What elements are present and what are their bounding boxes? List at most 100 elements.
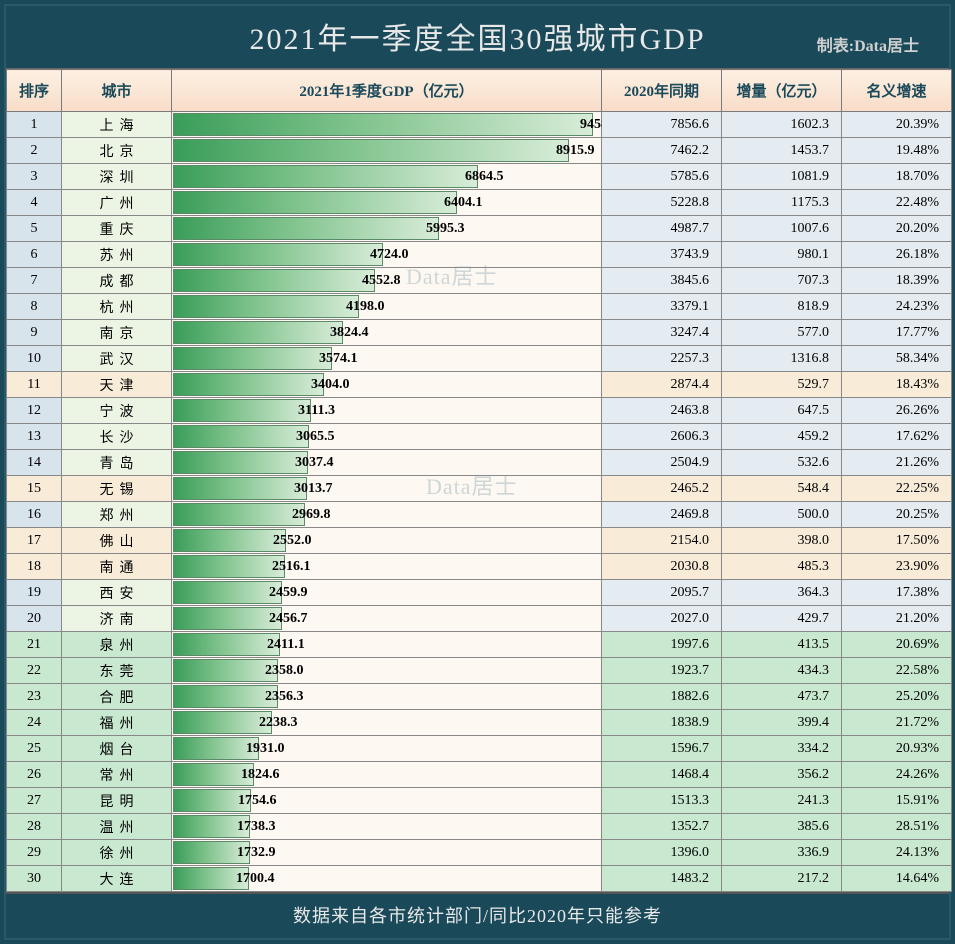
- cell-rank: 6: [7, 242, 62, 268]
- cell-rank: 14: [7, 450, 62, 476]
- cell-gdp-bar: 3574.1: [172, 346, 602, 372]
- cell-growth: 24.13%: [842, 840, 952, 866]
- header-growth: 名义增速: [842, 70, 952, 112]
- cell-city: 福州: [62, 710, 172, 736]
- table-row: 28温州1738.31352.7385.628.51%: [7, 814, 952, 840]
- gdp-bar-label: 6864.5: [459, 164, 504, 189]
- table-row: 10武汉3574.12257.31316.858.34%: [7, 346, 952, 372]
- cell-growth: 20.69%: [842, 632, 952, 658]
- cell-inc: 356.2: [722, 762, 842, 788]
- header-rank: 排序: [7, 70, 62, 112]
- gdp-bar: [173, 399, 311, 422]
- gdp-bar-label: 2552.0: [267, 528, 312, 553]
- header-prev: 2020年同期: [602, 70, 722, 112]
- cell-rank: 30: [7, 866, 62, 892]
- cell-rank: 1: [7, 112, 62, 138]
- table-row: 25烟台1931.01596.7334.220.93%: [7, 736, 952, 762]
- cell-city: 徐州: [62, 840, 172, 866]
- gdp-bar-label: 4198.0: [340, 294, 385, 319]
- cell-growth: 22.48%: [842, 190, 952, 216]
- cell-inc: 1453.7: [722, 138, 842, 164]
- gdp-bar-label: 1824.6: [235, 762, 280, 787]
- gdp-bar: [173, 165, 478, 188]
- cell-city: 杭州: [62, 294, 172, 320]
- cell-city: 常州: [62, 762, 172, 788]
- cell-inc: 818.9: [722, 294, 842, 320]
- cell-city: 上海: [62, 112, 172, 138]
- cell-inc: 364.3: [722, 580, 842, 606]
- cell-rank: 15: [7, 476, 62, 502]
- cell-city: 泉州: [62, 632, 172, 658]
- gdp-bar: [173, 217, 439, 240]
- gdp-bar: [173, 321, 343, 344]
- table-body: 1上海9458.97856.61602.320.39%2北京8915.97462…: [7, 112, 952, 892]
- cell-growth: 19.48%: [842, 138, 952, 164]
- cell-growth: 20.39%: [842, 112, 952, 138]
- cell-inc: 485.3: [722, 554, 842, 580]
- cell-gdp-bar: 1754.6: [172, 788, 602, 814]
- gdp-bar: [173, 243, 383, 266]
- cell-prev: 1923.7: [602, 658, 722, 684]
- cell-city: 天津: [62, 372, 172, 398]
- cell-gdp-bar: 6404.1: [172, 190, 602, 216]
- cell-gdp-bar: 3824.4: [172, 320, 602, 346]
- cell-city: 合肥: [62, 684, 172, 710]
- cell-prev: 2027.0: [602, 606, 722, 632]
- cell-prev: 1513.3: [602, 788, 722, 814]
- cell-prev: 3247.4: [602, 320, 722, 346]
- chart-container: 2021年一季度全国30强城市GDP 制表:Data居士 Data居士 Data…: [4, 4, 951, 940]
- page-title: 2021年一季度全国30强城市GDP: [249, 14, 705, 58]
- gdp-bar-label: 1738.3: [231, 814, 276, 839]
- gdp-bar-label: 4552.8: [356, 268, 401, 293]
- credit-label: 制表:Data居士: [817, 32, 919, 56]
- gdp-bar: [173, 139, 569, 162]
- cell-gdp-bar: 1738.3: [172, 814, 602, 840]
- cell-rank: 27: [7, 788, 62, 814]
- cell-inc: 980.1: [722, 242, 842, 268]
- gdp-bar-label: 8915.9: [550, 138, 595, 163]
- cell-growth: 18.43%: [842, 372, 952, 398]
- cell-prev: 1997.6: [602, 632, 722, 658]
- gdp-bar: [173, 451, 308, 474]
- cell-prev: 2257.3: [602, 346, 722, 372]
- table-row: 5重庆5995.34987.71007.620.20%: [7, 216, 952, 242]
- cell-prev: 7856.6: [602, 112, 722, 138]
- cell-rank: 25: [7, 736, 62, 762]
- gdp-bar: [173, 373, 324, 396]
- cell-gdp-bar: 1732.9: [172, 840, 602, 866]
- table-row: 29徐州1732.91396.0336.924.13%: [7, 840, 952, 866]
- cell-rank: 20: [7, 606, 62, 632]
- cell-prev: 2154.0: [602, 528, 722, 554]
- gdp-bar-label: 2356.3: [259, 684, 304, 709]
- cell-rank: 19: [7, 580, 62, 606]
- cell-prev: 1483.2: [602, 866, 722, 892]
- cell-city: 大连: [62, 866, 172, 892]
- table-row: 7成都4552.83845.6707.318.39%: [7, 268, 952, 294]
- cell-inc: 529.7: [722, 372, 842, 398]
- cell-growth: 18.70%: [842, 164, 952, 190]
- cell-prev: 3743.9: [602, 242, 722, 268]
- cell-prev: 5228.8: [602, 190, 722, 216]
- cell-rank: 17: [7, 528, 62, 554]
- cell-gdp-bar: 3013.7: [172, 476, 602, 502]
- cell-growth: 20.20%: [842, 216, 952, 242]
- table-row: 2北京8915.97462.21453.719.48%: [7, 138, 952, 164]
- cell-prev: 2030.8: [602, 554, 722, 580]
- cell-rank: 3: [7, 164, 62, 190]
- cell-prev: 1838.9: [602, 710, 722, 736]
- table-row: 21泉州2411.11997.6413.520.69%: [7, 632, 952, 658]
- table-row: 1上海9458.97856.61602.320.39%: [7, 112, 952, 138]
- gdp-bar-label: 1931.0: [240, 736, 285, 761]
- cell-growth: 22.58%: [842, 658, 952, 684]
- cell-inc: 500.0: [722, 502, 842, 528]
- cell-prev: 1468.4: [602, 762, 722, 788]
- cell-prev: 2469.8: [602, 502, 722, 528]
- cell-rank: 12: [7, 398, 62, 424]
- cell-gdp-bar: 2358.0: [172, 658, 602, 684]
- gdp-bar: [173, 477, 307, 500]
- cell-growth: 24.23%: [842, 294, 952, 320]
- cell-prev: 2504.9: [602, 450, 722, 476]
- gdp-table: 排序 城市 2021年1季度GDP（亿元） 2020年同期 增量（亿元） 名义增…: [6, 69, 952, 892]
- cell-inc: 398.0: [722, 528, 842, 554]
- cell-prev: 1596.7: [602, 736, 722, 762]
